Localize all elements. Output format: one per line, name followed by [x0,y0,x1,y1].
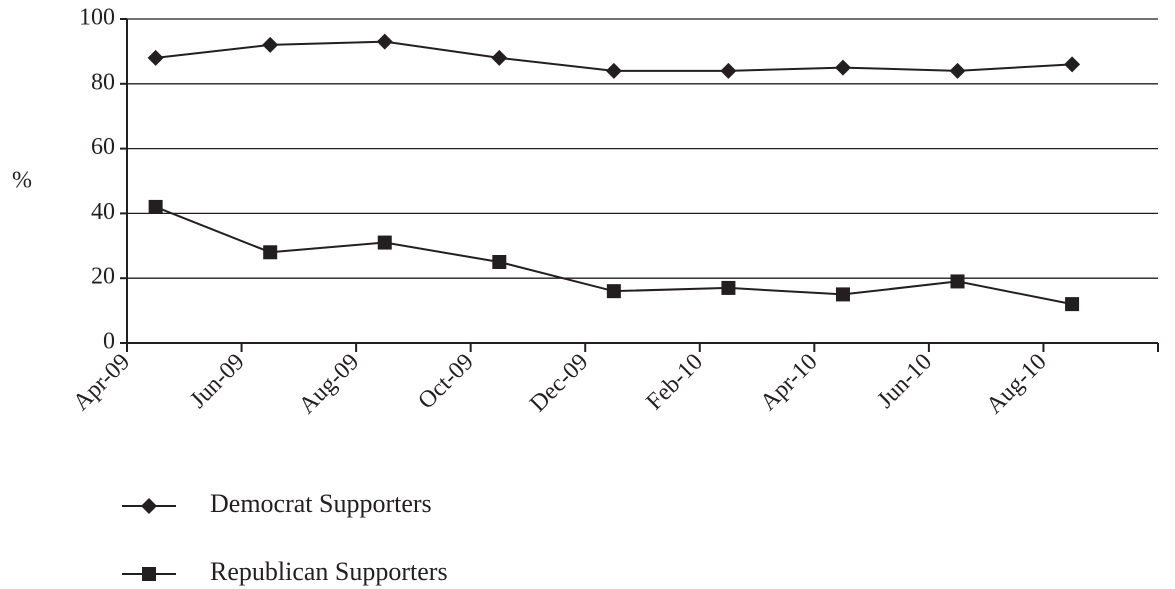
diamond-point [949,62,966,79]
x-tick-label: Dec-09 [525,349,593,417]
x-tick-label: Oct-09 [413,349,479,415]
y-tick-label: 0 [103,329,115,355]
square-point [492,255,507,269]
diamond-point [1064,56,1081,73]
y-tick-label: 80 [91,69,115,95]
legend: Democrat Supporters Republican Supporters [122,489,448,586]
series-layer [147,33,1081,312]
square-point [1065,297,1080,312]
square-point [835,287,850,302]
diamond-point [834,59,851,76]
diamond-point [376,33,393,50]
y-tick-label: 40 [91,199,115,225]
square-point [721,280,736,295]
legend-diamond-icon [141,498,157,514]
legend-item: Republican Supporters [122,557,448,586]
diamond-point [720,62,737,79]
diamond-point [147,49,164,66]
y-tick-label: 100 [79,5,115,31]
y-axis-label: % [12,168,32,194]
square-point [606,284,621,299]
diamond-point [605,62,622,79]
legend-square-icon [142,567,156,581]
x-tick-label: Apr-09 [68,349,135,416]
x-tick-label: Feb-10 [642,349,708,415]
x-tick-label: Jun-10 [873,349,938,414]
legend-label: Republican Supporters [210,557,448,586]
legend-label: Democrat Supporters [210,489,432,518]
square-point [263,245,278,260]
square-point [377,235,392,250]
diamond-point [491,49,508,66]
legend-item: Democrat Supporters [122,489,432,518]
y-tick-label: 20 [91,264,115,290]
square-point [950,274,965,289]
gridlines [127,18,1158,279]
y-tick-label: 60 [91,134,115,160]
x-tick-label: Aug-10 [981,349,1051,419]
x-tick-label: Jun-09 [185,349,250,414]
x-tick-label: Apr-10 [756,349,823,416]
series-2 [148,199,1080,312]
series-1 [147,33,1081,79]
x-tick-label: Aug-09 [294,349,364,419]
square-point [148,199,163,214]
diamond-point [262,36,279,53]
